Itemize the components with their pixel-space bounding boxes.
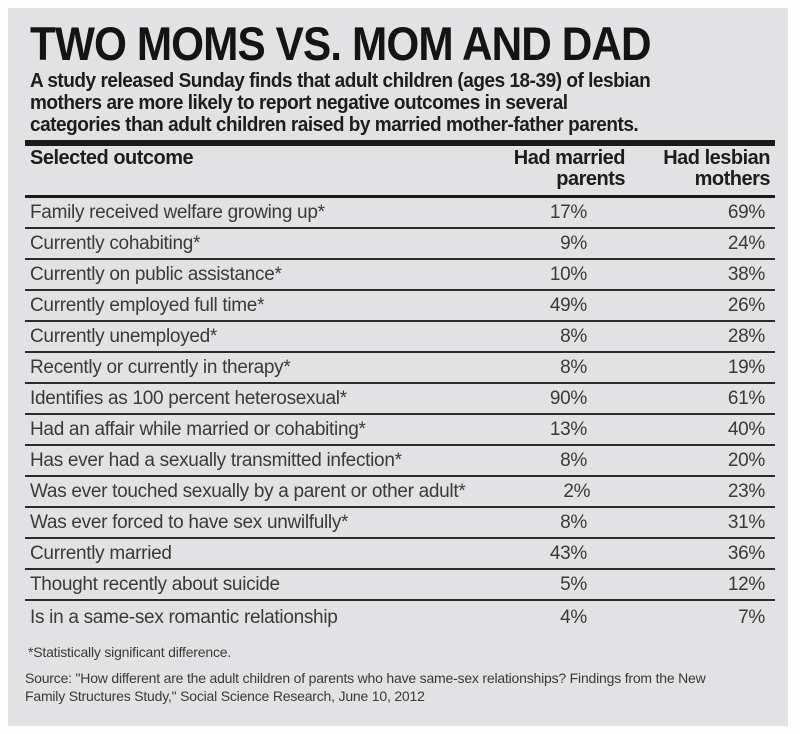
table-row: Currently married 43% 36% [25, 539, 775, 570]
outcome-cell: Is in a same-sex romantic relationship [30, 606, 338, 628]
lesbian-value: 23% [727, 480, 765, 502]
table-row: Has ever had a sexually transmitted infe… [25, 446, 775, 477]
lesbian-value: 19% [727, 356, 765, 378]
source-line: Source: "How different are the adult chi… [25, 670, 706, 686]
lesbian-value: 40% [727, 418, 765, 440]
outcome-cell: Family received welfare growing up* [30, 201, 325, 223]
table-row: Had an affair while married or cohabitin… [25, 415, 775, 446]
table-row: Family received welfare growing up* 17% … [25, 198, 775, 229]
married-value: 17% [549, 201, 587, 223]
subtitle-line: mothers are more likely to report negati… [30, 92, 568, 114]
outcome-cell: Was ever touched sexually by a parent or… [30, 480, 466, 502]
page-title: TWO MOMS VS. MOM AND DAD [30, 17, 652, 70]
married-value: 43% [549, 542, 587, 564]
lesbian-value: 7% [738, 606, 765, 628]
married-value: 8% [560, 356, 587, 378]
lesbian-value: 26% [727, 294, 765, 316]
outcome-cell: Currently on public assistance* [30, 263, 282, 285]
table-row: Was ever forced to have sex unwilfully* … [25, 508, 775, 539]
outcome-cell: Recently or currently in therapy* [30, 356, 291, 378]
married-value: 13% [549, 418, 587, 440]
table-row: Is in a same-sex romantic relationship 4… [25, 601, 775, 634]
outcome-cell: Currently cohabiting* [30, 232, 201, 254]
outcome-cell: Identifies as 100 percent heterosexual* [30, 387, 347, 409]
lesbian-value: 31% [727, 511, 765, 533]
table-header-row: Selected outcome Had married parents Had… [25, 140, 775, 198]
table-row: Recently or currently in therapy* 8% 19% [25, 353, 775, 384]
column-header-line: Had lesbian [663, 147, 770, 169]
lesbian-value: 61% [727, 387, 765, 409]
source-line: Family Structures Study," Social Science… [25, 688, 425, 704]
column-header-lesbian: Had lesbian mothers [634, 148, 775, 190]
married-value: 9% [560, 232, 587, 254]
lesbian-value: 36% [727, 542, 765, 564]
lesbian-value: 12% [727, 573, 765, 595]
outcome-cell: Was ever forced to have sex unwilfully* [30, 511, 349, 533]
column-header-line: Had married [513, 147, 626, 169]
outcome-cell: Had an affair while married or cohabitin… [30, 418, 366, 440]
infographic-panel: TWO MOMS VS. MOM AND DAD A study release… [8, 8, 788, 726]
lesbian-value: 38% [727, 263, 765, 285]
outcome-cell: Currently married [30, 542, 172, 564]
table-row: Currently unemployed* 8% 28% [25, 322, 775, 353]
married-value: 4% [560, 606, 587, 628]
lesbian-value: 69% [727, 201, 765, 223]
table-row: Was ever touched sexually by a parent or… [25, 477, 775, 508]
outcomes-table: Selected outcome Had married parents Had… [25, 140, 775, 634]
lesbian-value: 20% [727, 449, 765, 471]
married-value: 8% [560, 449, 587, 471]
married-value: 2% [563, 480, 591, 502]
table-row: Currently employed full time* 49% 26% [25, 291, 775, 322]
married-value: 5% [560, 573, 587, 595]
lesbian-value: 28% [727, 325, 765, 347]
column-header-outcome: Selected outcome [30, 147, 194, 169]
outcome-cell: Currently unemployed* [30, 325, 217, 347]
married-value: 10% [549, 263, 587, 285]
married-value: 90% [549, 387, 587, 409]
married-value: 49% [549, 294, 587, 316]
column-header-line: mothers [694, 168, 771, 190]
outcome-cell: Currently employed full time* [30, 294, 265, 316]
subtitle: A study released Sunday finds that adult… [30, 70, 775, 136]
married-value: 8% [560, 325, 587, 347]
table-row: Identifies as 100 percent heterosexual* … [25, 384, 775, 415]
source-attribution: Source: "How different are the adult chi… [25, 669, 775, 705]
lesbian-value: 24% [727, 232, 765, 254]
subtitle-line: categories than adult children raised by… [30, 114, 639, 136]
table-row: Currently cohabiting* 9% 24% [25, 229, 775, 260]
married-value: 8% [560, 511, 587, 533]
outcome-cell: Thought recently about suicide [30, 573, 280, 595]
column-header-line: parents [556, 168, 625, 190]
table-row: Currently on public assistance* 10% 38% [25, 260, 775, 291]
subtitle-line: A study released Sunday finds that adult… [30, 70, 651, 92]
table-row: Thought recently about suicide 5% 12% [25, 570, 775, 601]
significance-footnote: *Statistically significant difference. [28, 644, 232, 660]
column-header-married: Had married parents [459, 148, 634, 190]
outcome-cell: Has ever had a sexually transmitted infe… [30, 449, 402, 471]
